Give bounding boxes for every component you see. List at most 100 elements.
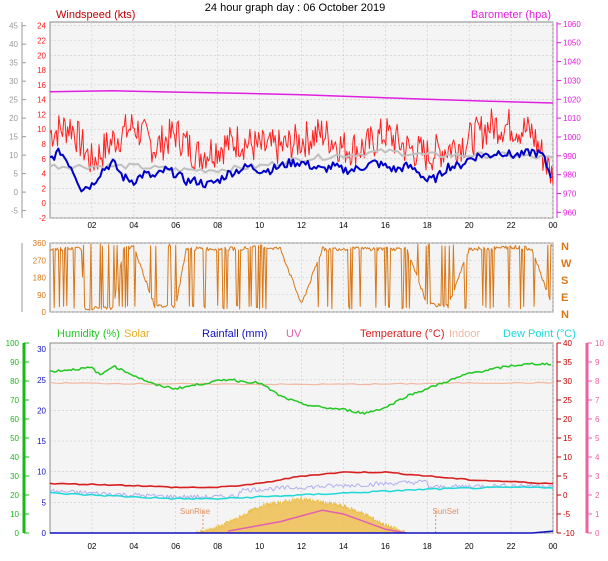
y-left-tick-label: 20	[37, 51, 46, 60]
uv-tick-label: 7	[595, 396, 600, 405]
y-right-tick-label: 980	[563, 171, 577, 180]
series-temperature	[49, 471, 554, 489]
uv-tick-label: 6	[595, 415, 600, 424]
humidity-tick-label: 0	[15, 529, 20, 538]
humidity-tick-label: 30	[10, 472, 19, 481]
rain-tick-label: 25	[37, 376, 46, 385]
uv-tick-label: 4	[595, 453, 600, 462]
humidity-tick-label: 90	[10, 358, 19, 367]
outer-left-tick-label: 10	[9, 151, 18, 160]
annotation-label: SunRise	[180, 507, 211, 516]
uv-tick-label: 0	[595, 529, 600, 538]
x-tick-label: 22	[507, 221, 516, 230]
legend-label: Indoor	[449, 328, 481, 340]
temperature-tick-label: 15	[563, 434, 572, 443]
x-tick-label: 16	[381, 542, 390, 551]
outer-left-tick-label: -5	[11, 207, 19, 216]
y-right-tick-label: 1050	[563, 39, 581, 48]
outer-left-tick-label: 5	[14, 170, 19, 179]
y-left-tick-label: 0	[42, 199, 47, 208]
outer-left-tick-label: 35	[9, 59, 18, 68]
humidity-tick-label: 60	[10, 415, 19, 424]
rain-tick-label: 0	[42, 529, 47, 538]
series-dewpoint	[49, 485, 554, 501]
uv-tick-label: 8	[595, 377, 600, 386]
x-tick-label: 10	[255, 542, 264, 551]
y-left-tick-label: 24	[37, 22, 46, 31]
x-tick-label: 02	[87, 542, 96, 551]
series-rainfall	[50, 530, 554, 534]
dir-tick-label: 360	[33, 239, 47, 248]
y-right-tick-label: 1040	[563, 58, 581, 67]
dir-tick-label: 90	[37, 291, 46, 300]
x-tick-label: 08	[213, 221, 222, 230]
chart-title: 24 hour graph day : 06 October 2019	[205, 2, 385, 14]
outer-left-tick-label: 15	[9, 133, 18, 142]
x-tick-label: 20	[465, 221, 474, 230]
legend-label: Solar	[124, 328, 150, 340]
series-solar	[196, 495, 407, 534]
x-tick-label: 06	[171, 221, 180, 230]
x-tick-label: 10	[255, 221, 264, 230]
x-tick-label: 00	[549, 542, 558, 551]
y-left-tick-label: 18	[37, 66, 46, 75]
temperature-tick-label: 0	[563, 491, 568, 500]
left-axis-label: Windspeed (kts)	[56, 9, 135, 21]
uv-tick-label: 10	[595, 339, 604, 348]
rain-tick-label: 15	[37, 437, 46, 446]
y-left-tick-label: 22	[37, 36, 46, 45]
rain-tick-label: 5	[42, 498, 47, 507]
annotation-label: SunSet	[433, 507, 460, 516]
y-right-tick-label: 960	[563, 208, 577, 217]
compass-label: E	[561, 292, 568, 304]
temperature-tick-label: 35	[563, 358, 572, 367]
y-left-tick-label: 4	[42, 170, 47, 179]
x-tick-label: 20	[465, 542, 474, 551]
y-right-tick-label: 1030	[563, 76, 581, 85]
outer-left-tick-label: 0	[14, 188, 19, 197]
humidity-tick-label: 40	[10, 453, 19, 462]
humidity-tick-label: 20	[10, 491, 19, 500]
legend-label: Dew Point (°C)	[503, 328, 576, 340]
series-indoor	[49, 381, 554, 386]
temperature-tick-label: 40	[563, 339, 572, 348]
x-tick-label: 08	[213, 542, 222, 551]
series-dewpoint-raw	[49, 479, 554, 500]
legend-label: Humidity (%)	[57, 328, 120, 340]
y-left-tick-label: 14	[37, 96, 46, 105]
x-tick-label: 02	[87, 221, 96, 230]
humidity-tick-label: 10	[10, 510, 19, 519]
dir-tick-label: 270	[33, 256, 47, 265]
compass-label: N	[561, 309, 569, 321]
y-left-tick-label: 10	[37, 125, 46, 134]
uv-tick-label: 9	[595, 358, 600, 367]
series-uv	[227, 509, 407, 534]
uv-tick-label: 2	[595, 491, 600, 500]
temperature-tick-label: 5	[563, 472, 568, 481]
temperature-tick-label: -5	[563, 510, 571, 519]
x-tick-label: 16	[381, 221, 390, 230]
legend-label: Temperature (°C)	[360, 328, 444, 340]
outer-left-tick-label: 20	[9, 114, 18, 123]
humidity-tick-label: 100	[6, 339, 20, 348]
outer-left-tick-label: 25	[9, 96, 18, 105]
y-left-tick-label: 12	[37, 110, 46, 119]
series-wind-gust	[49, 108, 554, 185]
y-right-tick-label: 970	[563, 190, 577, 199]
x-tick-label: 14	[339, 542, 348, 551]
x-tick-label: 18	[423, 221, 432, 230]
rain-tick-label: 10	[37, 468, 46, 477]
uv-tick-label: 1	[595, 510, 600, 519]
x-tick-label: 06	[171, 542, 180, 551]
legend-label: Rainfall (mm)	[202, 328, 267, 340]
y-right-tick-label: 1000	[563, 133, 581, 142]
series-humidity	[50, 362, 552, 415]
outer-left-tick-label: 30	[9, 77, 18, 86]
y-left-tick-label: 16	[37, 81, 46, 90]
temperature-tick-label: 30	[563, 377, 572, 386]
series-wind-direction	[49, 243, 553, 311]
